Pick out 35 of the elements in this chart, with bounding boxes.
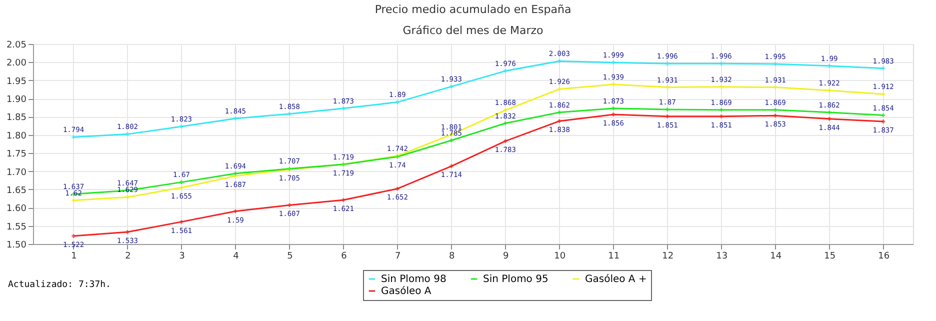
x-tick-label: 6 [341,252,348,262]
x-tick-label: 12 [662,252,674,262]
y-tick-label: 1.80 [6,131,27,142]
x-tick-label: 14 [770,252,782,262]
x-tick-label: 10 [554,252,566,262]
x-tick-label: 9 [503,252,510,262]
legend-label: Gasóleo A [381,286,432,297]
chart-title: Precio medio acumulado en España [374,3,572,16]
y-tick-label: 1.50 [6,240,27,250]
x-tick-label: 8 [449,252,456,262]
text: Actualizado: 7:37h. [8,280,111,290]
y-tick-label: 1.95 [6,76,26,87]
legend-label: Gasóleo A + [585,274,647,285]
legend-label: Sin Plomo 95 [483,274,548,285]
x-tick-label: 1 [71,252,77,262]
y-tick-label: 1.75 [6,150,26,160]
y-tick-label: 1.65 [6,186,26,196]
x-tick-label: 3 [179,252,185,262]
y-tick-label: 1.60 [6,204,27,214]
x-tick-label: 7 [395,252,401,262]
y-tick-label: 2.05 [6,40,26,50]
x-tick-label: 15 [824,252,836,262]
x-tick-label: 5 [287,252,293,262]
x-tick-label: 16 [878,252,890,262]
x-tick-label: 2 [125,252,131,262]
y-tick-label: 1.55 [6,222,26,232]
chart-subtitle: Gráfico del mes de Marzo [402,24,544,37]
x-tick-label: 13 [716,252,728,262]
y-tick-label: 1.90 [6,95,27,106]
y-tick-label: 2.00 [6,58,27,69]
legend-label: Sin Plomo 98 [381,274,446,285]
x-tick-label: 11 [608,252,620,262]
y-tick-label: 1.85 [6,113,26,124]
y-tick-label: 1.70 [6,168,27,178]
x-tick-label: 4 [233,252,240,262]
